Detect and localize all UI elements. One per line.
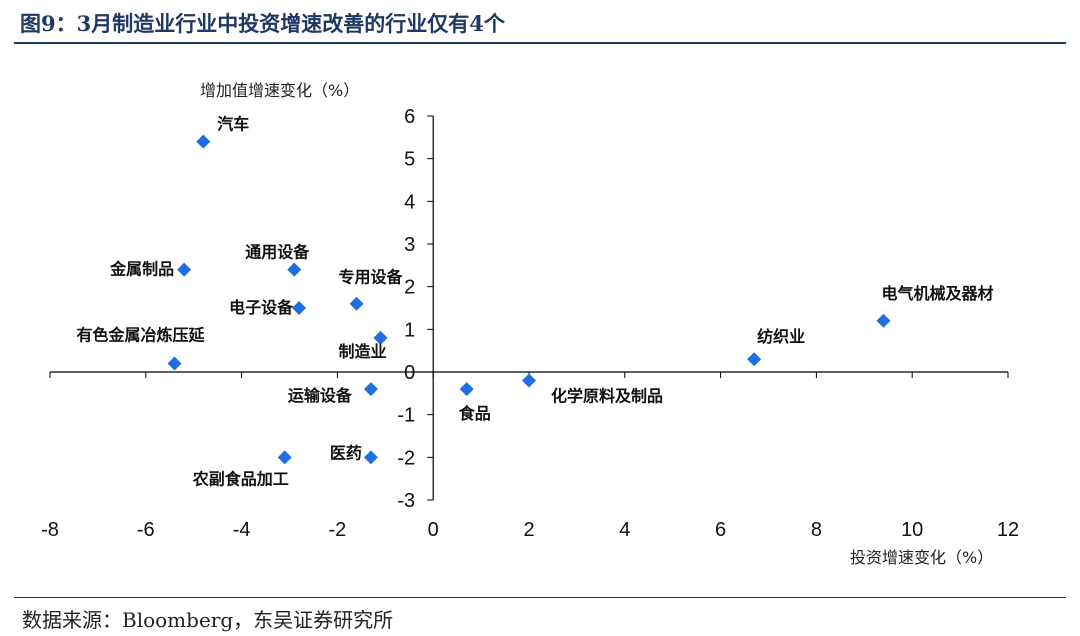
- x-tick-label: 2: [523, 519, 534, 541]
- data-point: [373, 330, 388, 345]
- point-label: 制造业: [338, 342, 386, 361]
- y-tick-label: 5: [404, 149, 415, 171]
- x-tick-label: -2: [329, 519, 347, 541]
- x-axis-label: 投资增速变化（%）: [850, 548, 993, 567]
- data-point: [196, 134, 211, 149]
- data-point: [287, 262, 302, 277]
- data-point: [363, 382, 378, 397]
- point-label: 食品: [458, 404, 491, 423]
- y-tick-label: -3: [397, 490, 415, 512]
- y-tick-label: 4: [404, 191, 415, 213]
- data-point: [747, 352, 762, 367]
- x-tick-label: 0: [428, 519, 439, 541]
- data-point: [522, 373, 536, 388]
- point-label: 汽车: [217, 115, 249, 134]
- x-tick-label: -6: [137, 519, 155, 541]
- point-label: 通用设备: [245, 243, 310, 262]
- data-point: [363, 450, 378, 465]
- y-tick-label: -1: [397, 405, 415, 427]
- point-label: 化学原料及制品: [551, 387, 663, 406]
- x-tick-label: 8: [811, 519, 822, 541]
- title-divider: [14, 42, 1066, 44]
- point-label: 有色金属冶炼压延: [77, 325, 206, 344]
- y-tick-label: -2: [397, 447, 415, 469]
- data-point: [292, 301, 307, 315]
- data-point: [459, 382, 474, 397]
- x-tick-label: 10: [901, 519, 923, 541]
- x-tick-label: 6: [715, 519, 726, 541]
- point-label: 电气机械及器材: [881, 284, 993, 303]
- x-tick-label: 12: [997, 519, 1019, 541]
- y-tick-label: 0: [404, 362, 415, 384]
- point-label: 电子设备: [229, 298, 294, 317]
- x-tick-label: -4: [233, 519, 251, 541]
- point-label: 纺织业: [757, 327, 805, 346]
- point-label: 金属制品: [109, 260, 174, 279]
- data-point: [167, 356, 182, 371]
- data-point: [177, 262, 192, 277]
- x-tick-label: 4: [619, 519, 630, 541]
- y-axis-label: 增加值增速变化（%）: [200, 81, 359, 100]
- y-tick-label: 6: [404, 106, 415, 128]
- source-divider: [14, 597, 1066, 598]
- point-label: 医药: [330, 443, 362, 462]
- point-label: 农副食品加工: [192, 469, 289, 488]
- x-tick-label: -8: [41, 519, 59, 541]
- y-tick-label: 2: [404, 277, 415, 299]
- data-point: [876, 313, 891, 328]
- point-label: 运输设备: [288, 386, 353, 405]
- data-point: [349, 296, 364, 311]
- figure-title: 图9：3月制造业行业中投资增速改善的行业仅有4个: [20, 11, 505, 36]
- y-tick-label: 1: [404, 319, 415, 341]
- point-label: 专用设备: [339, 268, 404, 287]
- source-note: 数据来源：Bloomberg，东吴证券研究所: [22, 608, 394, 632]
- data-point: [277, 450, 292, 465]
- y-tick-label: 3: [404, 234, 415, 256]
